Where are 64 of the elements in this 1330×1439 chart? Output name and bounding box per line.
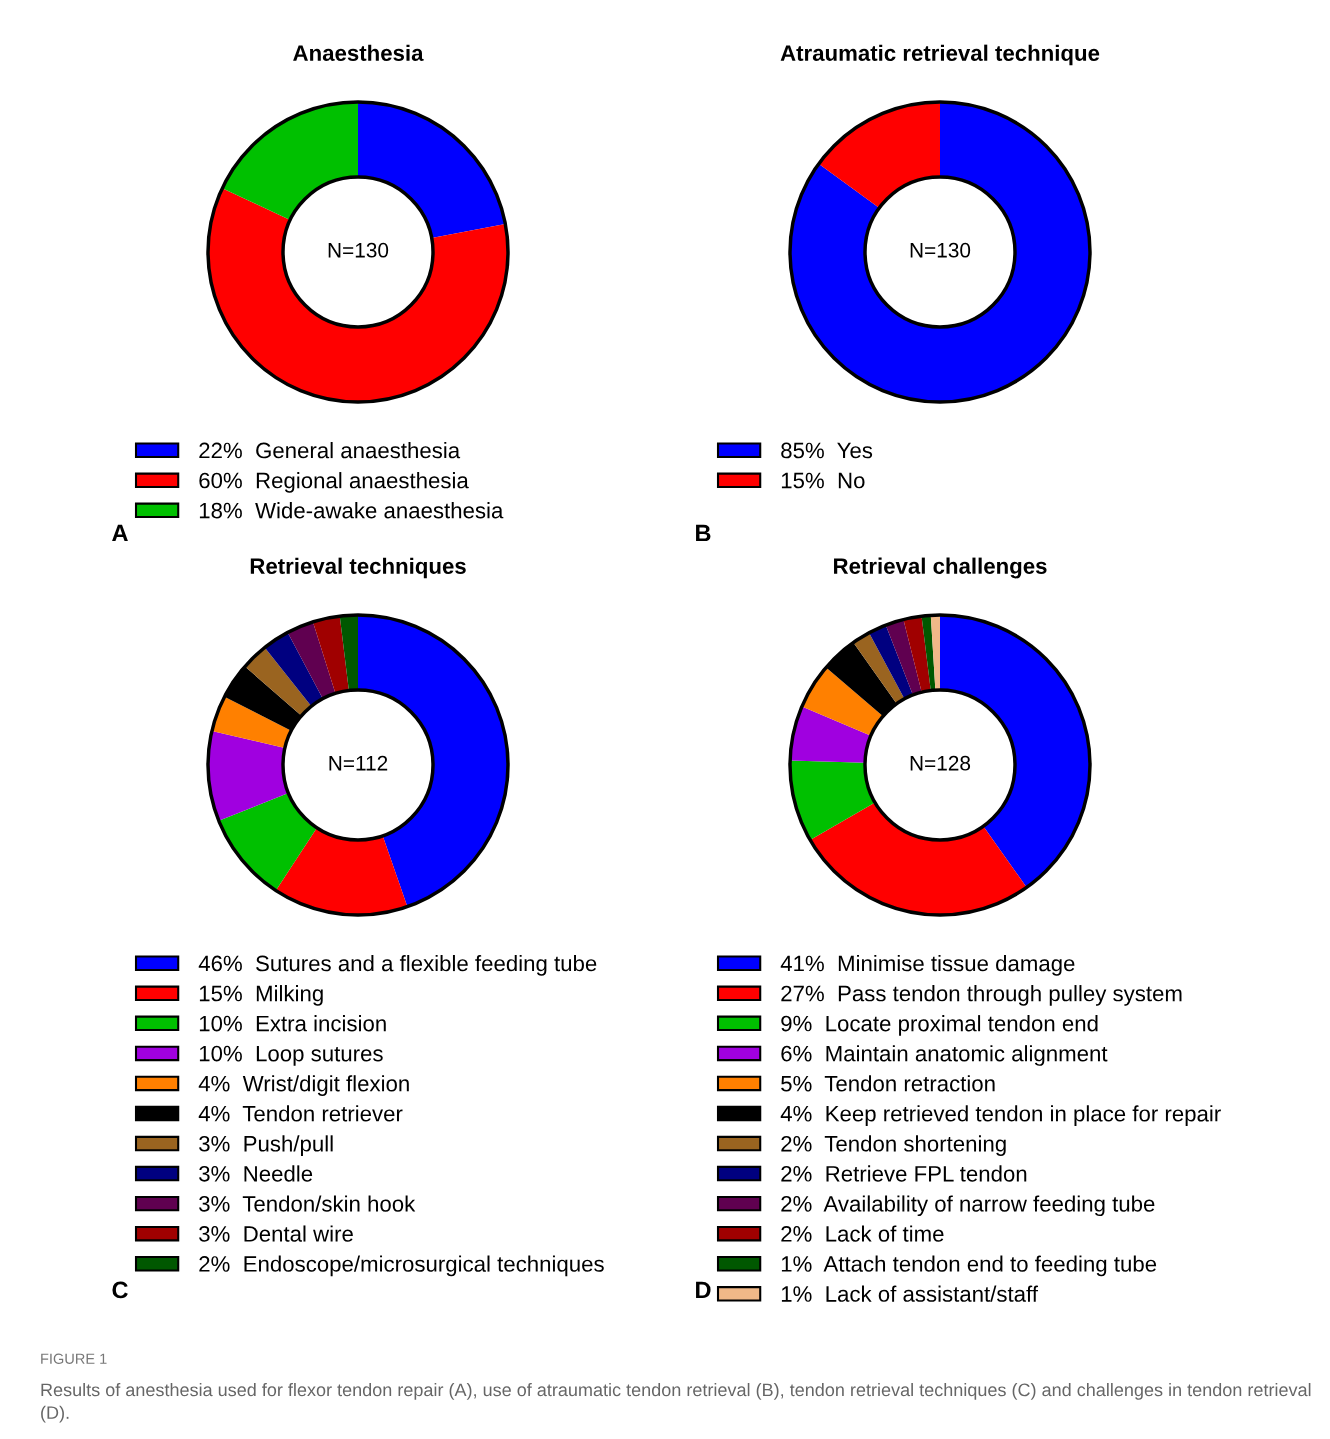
donut-slice — [208, 188, 508, 402]
donut-slice — [801, 667, 884, 736]
chart-title: Retrieval techniques — [250, 557, 466, 579]
donut-slice — [208, 730, 289, 821]
legend-label: 3% Dental wire — [199, 1225, 353, 1242]
donut-slice — [853, 632, 905, 704]
legend-label: 27% Pass tendon through pulley system — [781, 985, 1182, 1006]
donut-slice — [790, 760, 876, 840]
text: A — [112, 524, 128, 542]
donut-slice — [275, 827, 408, 915]
legend-label: 2% Lack of time — [781, 1225, 944, 1242]
legend-label: 4% Tendon retriever — [198, 1105, 403, 1122]
legend-label: 5% Tendon retraction — [781, 1075, 995, 1092]
text: N=112 — [329, 755, 388, 771]
legend-label: 10% Loop sutures — [199, 1045, 383, 1066]
donut-slice — [222, 102, 358, 221]
legend-label: 15% Milking — [199, 985, 323, 1006]
legend-label: 1% Lack of assistant/staff — [781, 1285, 1039, 1302]
donut-slice — [885, 619, 922, 696]
donut-slice — [312, 616, 349, 694]
legend-label: 18% Wide-awake anaesthesia — [199, 502, 504, 519]
legend-label: 10% Extra incision — [199, 1015, 386, 1032]
text: B — [696, 524, 711, 542]
legend-label: 6% Maintain anatomic alignment — [781, 1045, 1108, 1066]
legend-label: 15% No — [781, 472, 865, 489]
legend-label: 3% Push/pull — [199, 1135, 333, 1157]
legend-label: 4% Wrist/digit flexion — [198, 1075, 409, 1096]
chart-title: Anaesthesia — [293, 44, 424, 61]
legend-label: 9% Locate proximal tendon end — [781, 1015, 1098, 1036]
donut-slice — [264, 632, 323, 707]
legend-label: 2% Availability of narrow feeding tube — [781, 1195, 1155, 1217]
text: D — [696, 1281, 711, 1299]
donut-slice — [810, 802, 1027, 915]
donut-slice — [287, 621, 336, 699]
donut-slice — [244, 647, 312, 716]
chart-title: Retrieval challenges — [834, 557, 1047, 579]
donut-slice — [211, 696, 292, 748]
legend-label: 60% Regional anaesthesia — [199, 472, 469, 493]
legend-label: 1% Attach tendon end to feeding tube — [781, 1255, 1157, 1277]
legend-label: 41% Minimise tissue damage — [780, 955, 1075, 976]
legend-label: 2% Endoscope/microsurgical techniques — [199, 1255, 604, 1277]
legend-label: 2% Retrieve FPL tendon — [781, 1165, 1027, 1182]
legend-label: 3% Tendon/skin hook — [199, 1195, 416, 1212]
donut-slice — [339, 615, 358, 691]
legend-label: 3% Needle — [199, 1165, 313, 1182]
legend-label: 4% Keep retrieved tendon in place for repair — [780, 1105, 1221, 1126]
donut-slice — [790, 706, 871, 763]
caption: FIGURE 1 — [41, 1353, 107, 1364]
text: C — [112, 1281, 128, 1299]
donut-slice — [921, 615, 936, 691]
text: Results of anesthesia used for flexor tendon repair (A), use of atraumatic tendon retrieval (B), tendon retrieval techniques (C) and challenges in tendon retrieval (D). — [41, 1383, 1311, 1423]
donut-slice — [903, 616, 931, 693]
donut-slice — [930, 615, 940, 691]
legend-label: 46% Sutures and a flexible feeding tube — [198, 955, 597, 976]
legend-label: 85% Yes — [781, 442, 873, 459]
legend-label: 2% Tendon shortening — [781, 1135, 1006, 1157]
donut-slice — [218, 792, 317, 891]
donut-slice — [869, 625, 913, 699]
text: N=130 — [910, 242, 971, 258]
legend-label: 22% General anaesthesia — [199, 442, 461, 459]
chart-title: Atraumatic retrieval technique — [780, 44, 1100, 66]
text: N=130 — [328, 242, 389, 258]
donut-slice — [358, 102, 506, 238]
text: N=128 — [910, 755, 971, 771]
